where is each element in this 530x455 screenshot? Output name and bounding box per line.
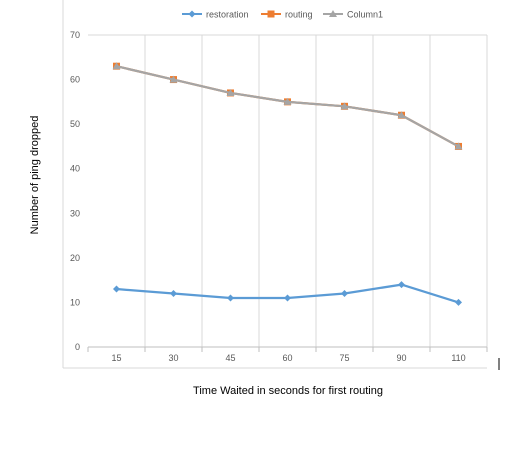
y-tick-label: 40 — [70, 164, 80, 174]
x-tick-label: 30 — [168, 353, 178, 363]
data-point-column1 — [397, 111, 406, 119]
y-tick-label: 10 — [70, 297, 80, 307]
data-point-column1 — [169, 75, 178, 83]
x-tick-label: 75 — [339, 353, 349, 363]
legend-item-column1: Column1 — [323, 10, 383, 20]
legend-item-restoration: restoration — [182, 10, 249, 20]
data-point-column1 — [112, 62, 121, 70]
y-tick-label: 30 — [70, 208, 80, 218]
data-point-restoration — [284, 294, 291, 302]
series-restoration — [113, 281, 462, 306]
x-tick-label: 60 — [282, 353, 292, 363]
data-point-restoration — [227, 294, 234, 302]
legend-label: restoration — [206, 10, 249, 20]
data-point-column1 — [226, 88, 235, 96]
data-point-column1 — [340, 102, 349, 110]
legend-swatch-marker — [267, 10, 275, 18]
data-point-column1 — [454, 142, 463, 150]
data-point-restoration — [170, 290, 177, 298]
x-tick-label: 110 — [451, 353, 465, 363]
data-point-restoration — [398, 281, 405, 289]
y-tick-label: 60 — [70, 75, 80, 85]
series-group — [112, 62, 463, 306]
series-routing — [113, 62, 462, 150]
y-tick-label: 0 — [75, 342, 80, 352]
legend-swatch-marker — [329, 10, 337, 17]
x-tick-label: 45 — [225, 353, 235, 363]
series-line-column1 — [116, 65, 460, 148]
legend-swatch-marker — [188, 10, 196, 18]
data-point-restoration — [113, 285, 120, 293]
series-column1 — [112, 62, 463, 150]
x-tick-label: 15 — [111, 353, 121, 363]
y-axis-label: Number of ping dropped — [29, 116, 41, 235]
legend-item-routing: routing — [261, 10, 313, 20]
x-axis-label: Time Waited in seconds for first routing — [193, 385, 383, 397]
legend: restoration routing Column1 — [182, 10, 383, 20]
legend-label: Column1 — [347, 10, 383, 20]
y-tick-label: 50 — [70, 119, 80, 129]
data-point-restoration — [341, 290, 348, 298]
data-point-column1 — [283, 97, 292, 105]
x-tick-label: 90 — [396, 353, 406, 363]
y-tick-label: 70 — [70, 30, 80, 40]
y-tick-label: 20 — [70, 253, 80, 263]
tick-labels: 0 10 20 30 40 50 60 70 15 30 45 60 75 90 110 — [70, 30, 466, 363]
data-point-restoration — [455, 298, 462, 306]
legend-label: routing — [285, 10, 313, 20]
axes — [62, 0, 500, 370]
